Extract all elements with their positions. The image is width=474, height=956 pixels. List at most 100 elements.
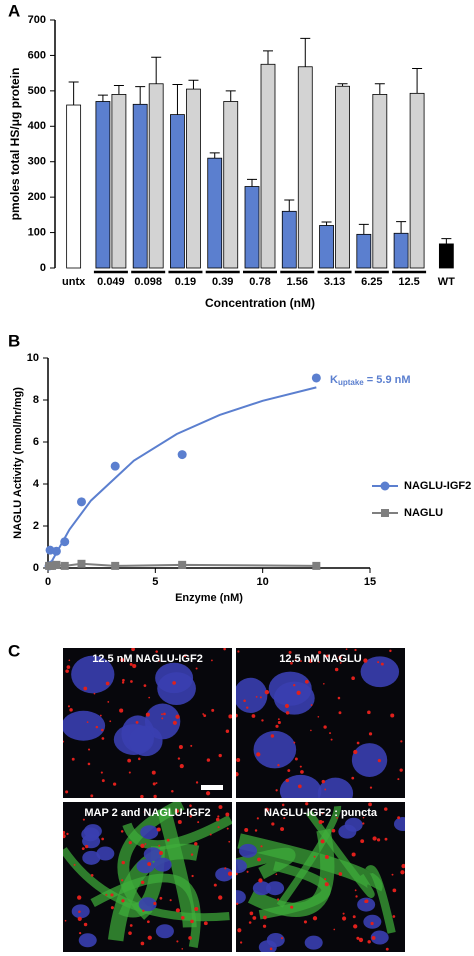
- nucleus: [63, 710, 106, 741]
- puncta: [363, 658, 368, 663]
- puncta: [249, 911, 254, 916]
- puncta: [252, 916, 257, 920]
- error-bar: [135, 86, 146, 105]
- puncta: [109, 720, 112, 723]
- puncta: [317, 715, 320, 718]
- nucleus: [140, 825, 159, 840]
- puncta: [228, 714, 232, 719]
- y-axis-label: pmoles total HS/μg protein: [8, 68, 22, 221]
- puncta: [255, 695, 258, 698]
- puncta: [158, 844, 161, 847]
- puncta: [377, 759, 381, 763]
- nucleus: [253, 730, 297, 769]
- puncta: [161, 713, 163, 716]
- puncta: [183, 654, 187, 658]
- puncta: [280, 827, 285, 832]
- puncta: [367, 710, 371, 715]
- puncta: [99, 714, 102, 717]
- x-tick-label: 0.19: [175, 276, 196, 288]
- micrograph: 12.5 nM NAGLU: [236, 648, 405, 798]
- nucleus: [215, 867, 232, 882]
- puncta: [206, 758, 211, 762]
- legend-marker: [381, 509, 389, 517]
- puncta: [83, 922, 88, 927]
- puncta: [351, 776, 355, 780]
- puncta: [299, 765, 302, 768]
- puncta: [384, 807, 388, 811]
- puncta: [355, 895, 358, 898]
- puncta: [318, 820, 323, 825]
- nucleus: [370, 930, 389, 945]
- puncta: [153, 794, 157, 798]
- puncta: [152, 782, 156, 786]
- error-bar: [284, 199, 295, 212]
- puncta: [121, 899, 125, 903]
- puncta: [324, 882, 329, 887]
- puncta: [65, 669, 69, 673]
- point: [312, 561, 321, 570]
- puncta: [310, 729, 312, 732]
- puncta: [305, 802, 309, 806]
- puncta: [351, 676, 355, 681]
- puncta: [270, 734, 275, 738]
- puncta: [300, 770, 304, 774]
- annotation-part: = 5.9 nM: [364, 374, 411, 386]
- point: [60, 561, 69, 570]
- puncta: [171, 790, 174, 793]
- puncta: [236, 757, 241, 762]
- puncta: [140, 843, 145, 848]
- puncta: [176, 940, 179, 943]
- puncta: [203, 921, 208, 926]
- puncta: [354, 648, 357, 652]
- y-tick-label: 700: [28, 14, 46, 26]
- error-bar: [441, 238, 452, 244]
- puncta: [65, 790, 69, 794]
- puncta: [287, 769, 291, 772]
- puncta: [147, 862, 152, 866]
- micrograph-content: [63, 648, 232, 798]
- puncta: [78, 910, 81, 913]
- bar: [95, 101, 111, 269]
- puncta: [342, 912, 345, 915]
- error-bar: [321, 221, 332, 226]
- puncta: [83, 686, 88, 691]
- puncta: [276, 898, 280, 901]
- puncta: [256, 752, 261, 757]
- puncta: [179, 764, 184, 769]
- error-bar: [263, 50, 273, 65]
- annotation-part: uptake: [338, 378, 364, 387]
- nucleus: [71, 655, 115, 694]
- puncta: [155, 782, 158, 784]
- nucleus: [304, 935, 323, 950]
- puncta: [101, 779, 105, 783]
- puncta: [275, 724, 279, 728]
- puncta: [121, 860, 125, 865]
- puncta: [73, 863, 76, 866]
- error-bar: [300, 37, 311, 67]
- error-bar: [97, 94, 108, 102]
- puncta: [218, 895, 223, 900]
- puncta: [226, 827, 229, 830]
- bar: [393, 232, 409, 269]
- puncta: [217, 826, 220, 829]
- puncta: [225, 812, 230, 817]
- puncta: [354, 889, 357, 892]
- puncta: [338, 655, 342, 660]
- bar: [372, 94, 388, 269]
- puncta: [69, 708, 73, 712]
- x-tick-label: 12.5: [398, 276, 419, 288]
- nucleus: [82, 850, 101, 865]
- puncta: [277, 720, 281, 725]
- puncta: [153, 901, 157, 906]
- error-bar: [68, 81, 79, 106]
- error-bar: [188, 79, 199, 90]
- puncta: [224, 867, 227, 870]
- puncta: [213, 883, 217, 887]
- nucleus: [236, 677, 268, 713]
- puncta: [338, 711, 342, 715]
- puncta: [329, 732, 332, 735]
- y-tick-label: 100: [28, 226, 46, 238]
- nucleus: [153, 857, 172, 872]
- puncta: [145, 712, 150, 717]
